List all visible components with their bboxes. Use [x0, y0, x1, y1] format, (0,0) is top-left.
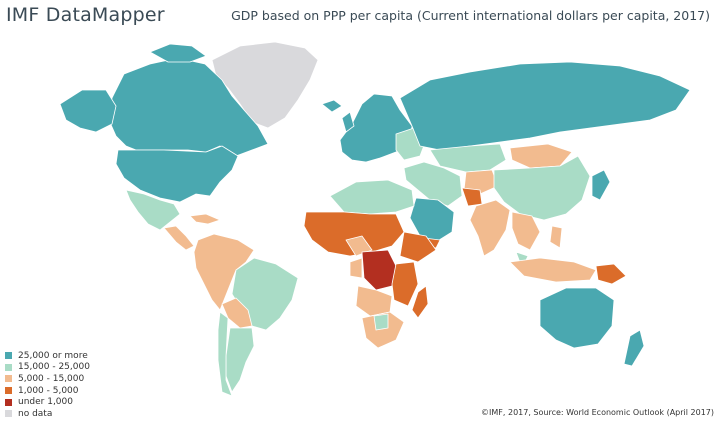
- legend-swatch: [5, 398, 12, 406]
- region-australia[interactable]: [539, 287, 615, 349]
- legend-label: 15,000 - 25,000: [18, 362, 90, 373]
- legend-item-no-data[interactable]: no data: [5, 408, 90, 420]
- region-botswana[interactable]: [373, 313, 389, 331]
- app-title: IMF DataMapper: [6, 4, 165, 26]
- region-gabon[interactable]: [349, 257, 363, 279]
- region-central-asia[interactable]: [463, 169, 499, 195]
- legend-label: 25,000 or more: [18, 350, 88, 361]
- source-credit: ©IMF, 2017, Source: World Economic Outlo…: [481, 408, 714, 417]
- region-south-america-north[interactable]: [193, 233, 255, 311]
- legend-label: under 1,000: [18, 397, 73, 408]
- region-central-africa[interactable]: [361, 249, 397, 291]
- region-argentina[interactable]: [225, 327, 255, 393]
- region-east-africa[interactable]: [391, 261, 419, 307]
- region-india[interactable]: [469, 199, 511, 257]
- region-alaska[interactable]: [59, 89, 117, 133]
- region-north-africa[interactable]: [329, 179, 415, 215]
- region-caribbean[interactable]: [189, 213, 221, 225]
- legend-swatch: [5, 363, 12, 371]
- region-russia[interactable]: [399, 61, 691, 151]
- legend-item-15000-25000[interactable]: 15,000 - 25,000: [5, 362, 90, 374]
- legend-swatch: [5, 410, 12, 418]
- region-turkey-iran[interactable]: [403, 161, 463, 207]
- legend-swatch: [5, 352, 12, 360]
- region-madagascar[interactable]: [411, 285, 429, 319]
- region-uk[interactable]: [341, 111, 355, 133]
- region-nigeria[interactable]: [345, 235, 373, 257]
- region-arctic-islands[interactable]: [149, 43, 207, 63]
- region-mexico[interactable]: [125, 189, 181, 231]
- region-afghanistan[interactable]: [461, 187, 483, 207]
- legend-swatch: [5, 387, 12, 395]
- legend-item-under-1000[interactable]: under 1,000: [5, 396, 90, 408]
- legend-item-1000-5000[interactable]: 1,000 - 5,000: [5, 385, 90, 397]
- region-horn-africa[interactable]: [399, 231, 437, 263]
- legend: 25,000 or more 15,000 - 25,000 5,000 - 1…: [5, 350, 90, 420]
- region-china[interactable]: [493, 155, 591, 221]
- region-southeast-asia[interactable]: [511, 211, 541, 251]
- region-chile[interactable]: [217, 311, 233, 397]
- legend-item-5000-15000[interactable]: 5,000 - 15,000: [5, 373, 90, 385]
- region-usa[interactable]: [115, 145, 239, 203]
- region-arabia[interactable]: [409, 197, 455, 243]
- region-indonesia[interactable]: [509, 257, 597, 283]
- region-angola[interactable]: [355, 285, 393, 317]
- region-philippines[interactable]: [549, 225, 563, 249]
- region-central-america[interactable]: [163, 225, 195, 251]
- region-kazakhstan[interactable]: [429, 143, 507, 173]
- legend-label: no data: [18, 408, 53, 419]
- region-new-zealand[interactable]: [623, 329, 645, 367]
- map-title: GDP based on PPP per capita (Current int…: [231, 8, 710, 23]
- region-japan[interactable]: [591, 169, 611, 201]
- legend-item-25000-plus[interactable]: 25,000 or more: [5, 350, 90, 362]
- region-west-africa[interactable]: [303, 211, 405, 257]
- region-greenland[interactable]: [211, 41, 319, 129]
- region-iceland[interactable]: [321, 99, 343, 113]
- legend-label: 5,000 - 15,000: [18, 373, 85, 384]
- legend-label: 1,000 - 5,000: [18, 385, 79, 396]
- legend-swatch: [5, 375, 12, 383]
- region-southern-africa[interactable]: [361, 311, 405, 349]
- region-png[interactable]: [595, 263, 627, 285]
